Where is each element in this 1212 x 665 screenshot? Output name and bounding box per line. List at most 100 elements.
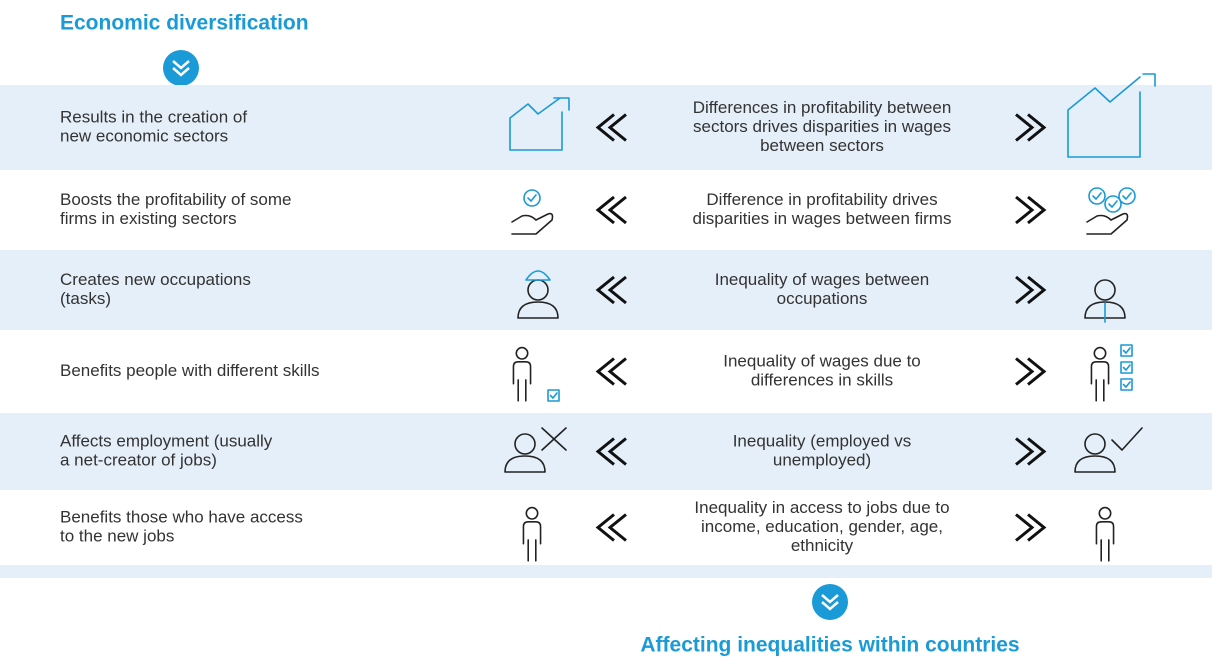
icon-part bbox=[1098, 506, 1112, 520]
chevron bbox=[1015, 195, 1035, 225]
icon-part bbox=[1067, 73, 1156, 158]
chevron bbox=[1027, 113, 1047, 142]
chevron bbox=[595, 437, 615, 466]
icon-part bbox=[514, 433, 536, 455]
row: Creates new occupations(tasks) Inequality… bbox=[60, 270, 1126, 323]
icon-part bbox=[1094, 279, 1116, 301]
icon-part bbox=[1093, 346, 1107, 360]
effect-text: sectors drives disparities in wages bbox=[693, 117, 951, 136]
icon-part bbox=[1104, 195, 1122, 213]
chevron bbox=[607, 113, 627, 142]
chevron bbox=[607, 513, 627, 542]
icon-part bbox=[1074, 455, 1116, 473]
cause-text: Benefits those who have access bbox=[60, 507, 303, 526]
chevron bbox=[1015, 437, 1035, 466]
icon-part bbox=[1086, 212, 1129, 235]
icon-part bbox=[1111, 427, 1143, 451]
cause-text: Affects employment (usually bbox=[60, 431, 273, 450]
chevron bbox=[1015, 275, 1035, 305]
cause-text: firms in existing sectors bbox=[60, 209, 237, 228]
icon-part bbox=[1122, 347, 1131, 354]
chevron bbox=[1027, 513, 1047, 542]
icon-part bbox=[527, 194, 537, 202]
icon-part bbox=[549, 392, 558, 399]
cause-text: (tasks) bbox=[60, 289, 111, 308]
icon-part bbox=[509, 97, 570, 151]
chevron bbox=[595, 195, 615, 225]
icon-part bbox=[1122, 381, 1131, 388]
icon-part bbox=[1118, 187, 1136, 205]
icon-part bbox=[504, 455, 546, 473]
cause-text: Boosts the profitability of some bbox=[60, 190, 292, 209]
effect-text: unemployed) bbox=[773, 450, 871, 469]
icon-part bbox=[517, 301, 559, 319]
chevron bbox=[607, 357, 627, 386]
icon-part bbox=[541, 427, 567, 451]
header-title: Economic diversification bbox=[60, 12, 309, 35]
bottom-band bbox=[0, 565, 1212, 578]
icon-part bbox=[1084, 301, 1126, 319]
chevron bbox=[1015, 357, 1035, 386]
chevron bbox=[1027, 437, 1047, 466]
cause-text: a net-creator of jobs) bbox=[60, 450, 217, 469]
icon-part bbox=[511, 212, 554, 235]
chevron bbox=[1015, 113, 1035, 142]
icon-part bbox=[525, 270, 551, 281]
icon-part bbox=[1084, 433, 1106, 455]
icon-part bbox=[1088, 187, 1106, 205]
icon-part bbox=[547, 389, 560, 402]
effect-text: ethnicity bbox=[791, 536, 854, 555]
chevron bbox=[595, 113, 615, 142]
icon-part bbox=[1120, 361, 1133, 374]
effect-text: Difference in profitability drives bbox=[706, 190, 937, 209]
icon-part bbox=[1090, 361, 1110, 402]
cause-text: Benefits people with different skills bbox=[60, 361, 320, 380]
effect-text: disparities in wages between firms bbox=[693, 209, 952, 228]
effect-text: Inequality of wages between bbox=[715, 270, 930, 289]
row-band bbox=[0, 85, 1212, 170]
down-chevron-top bbox=[163, 50, 199, 86]
footer-title: Affecting inequalities within countries bbox=[640, 634, 1019, 657]
chevron bbox=[1027, 357, 1047, 386]
down-chevron-bottom bbox=[812, 584, 848, 620]
cause-text: Results in the creation of bbox=[60, 107, 247, 126]
chevron bbox=[595, 275, 615, 305]
cause-text: to the new jobs bbox=[60, 526, 174, 545]
cause-text: new economic sectors bbox=[60, 126, 228, 145]
chevron bbox=[607, 195, 627, 225]
chevron bbox=[595, 357, 615, 386]
icon-part bbox=[1095, 521, 1115, 562]
icon-part bbox=[512, 361, 532, 402]
chevron bbox=[1027, 275, 1047, 305]
cause-text: Creates new occupations bbox=[60, 270, 251, 289]
icon-part bbox=[525, 506, 539, 520]
icon-part bbox=[515, 346, 529, 360]
effect-text: between sectors bbox=[760, 136, 884, 155]
effect-text: Inequality in access to jobs due to bbox=[694, 498, 949, 517]
effect-text: differences in skills bbox=[751, 370, 893, 389]
icon-part bbox=[523, 189, 541, 207]
icon-part bbox=[1120, 378, 1133, 391]
row-band bbox=[0, 250, 1212, 330]
row: Benefits people with different skills Ine… bbox=[60, 344, 1133, 402]
effect-text: Inequality (employed vs bbox=[733, 431, 912, 450]
icon-part bbox=[1108, 200, 1118, 208]
icon-part bbox=[522, 521, 542, 562]
icon-part bbox=[1092, 192, 1102, 200]
effect-text: Inequality of wages due to bbox=[723, 351, 921, 370]
row-band bbox=[0, 413, 1212, 490]
effect-text: occupations bbox=[777, 289, 868, 308]
chevron bbox=[1015, 513, 1035, 542]
chevron bbox=[1027, 195, 1047, 225]
effect-text: income, education, gender, age, bbox=[701, 517, 943, 536]
icon-part bbox=[1120, 344, 1133, 357]
icon-part bbox=[1122, 364, 1131, 371]
icon-part bbox=[1122, 192, 1132, 200]
chevron bbox=[607, 437, 627, 466]
